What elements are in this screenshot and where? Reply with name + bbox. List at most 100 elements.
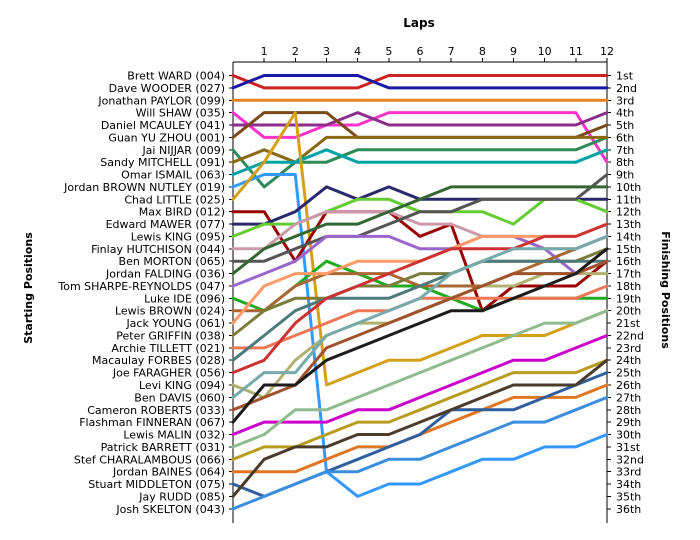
series-lines [231, 74, 609, 511]
start-position-label: Jai NIJJAR (009) [141, 144, 225, 157]
finish-position-label: 29th [616, 416, 641, 429]
start-position-label: Macaulay FORBES (028) [92, 354, 225, 367]
finish-position-label: 23rd [616, 342, 641, 355]
finish-position-label: 1st [616, 70, 634, 83]
finish-position-label: 3rd [616, 94, 634, 107]
start-position-label: Jordan BROWN NUTLEY (019) [63, 181, 225, 194]
finish-position-label: 18th [616, 280, 641, 293]
driver-position-line [231, 234, 609, 399]
start-position-label: Dave WOODER (027) [109, 82, 225, 95]
finish-position-label: 11th [616, 193, 641, 206]
x-tick-label: 12 [600, 45, 614, 58]
start-position-label: Jay RUDD (085) [138, 490, 225, 503]
start-position-label: Archie TILLETT (021) [111, 342, 225, 355]
finish-position-label: 31st [616, 441, 641, 454]
start-position-label: Lewis BROWN (024) [115, 305, 225, 318]
x-tick-label: 4 [354, 45, 361, 58]
start-position-label: Ben DAVIS (060) [134, 391, 225, 404]
start-position-label: Josh SKELTON (043) [115, 503, 225, 516]
start-position-label: Max BIRD (012) [139, 206, 225, 219]
driver-position-line [231, 259, 609, 362]
driver-position-line [231, 222, 609, 375]
finish-position-label: 28th [616, 404, 641, 417]
x-axis-title: Laps [403, 16, 434, 30]
finish-position-label: 33rd [616, 466, 641, 479]
left-axis-title: Starting Positions [22, 232, 35, 344]
driver-position-line [231, 371, 609, 498]
finish-position-label: 24th [616, 354, 641, 367]
x-tick-label: 8 [479, 45, 486, 58]
left-axis: Brett WARD (004)Dave WOODER (027)Jonatha… [57, 62, 234, 523]
driver-position-line [231, 74, 609, 90]
top-axis: 1 2 3 4 5 6 7 8 9 10 11 12 [233, 45, 614, 63]
driver-position-line [231, 173, 609, 498]
finish-position-label: 26th [616, 379, 641, 392]
finish-position-label: 34th [616, 478, 641, 491]
start-position-label: Tom SHARPE-REYNOLDS (047) [57, 280, 225, 293]
start-position-label: Finlay HUTCHISON (044) [91, 243, 225, 256]
start-position-label: Edward MAWER (077) [106, 218, 225, 231]
start-position-label: Cameron ROBERTS (033) [87, 404, 225, 417]
finish-position-label: 19th [616, 292, 641, 305]
x-tick-label: 9 [510, 45, 517, 58]
finish-position-label: 17th [616, 268, 641, 281]
x-tick-label: 11 [569, 45, 583, 58]
driver-position-line [231, 395, 609, 511]
finish-position-label: 22nd [616, 329, 644, 342]
x-tick-label: 7 [448, 45, 455, 58]
start-position-label: Sandy MITCHELL (091) [100, 156, 225, 169]
finish-position-label: 20th [616, 305, 641, 318]
finish-position-label: 16th [616, 255, 641, 268]
driver-position-line [231, 185, 609, 276]
driver-position-line [231, 111, 609, 164]
start-position-label: Brett WARD (004) [127, 70, 225, 83]
start-position-label: Jack YOUNG (061) [125, 317, 225, 330]
driver-position-line [231, 334, 609, 436]
start-position-label: Lewis KING (095) [131, 230, 225, 243]
driver-position-line [231, 247, 609, 424]
x-tick-label: 10 [538, 45, 552, 58]
finish-position-label: 4th [616, 107, 634, 120]
start-position-label: Stef CHARALAMBOUS (066) [74, 453, 225, 466]
finish-position-label: 32nd [616, 453, 644, 466]
start-position-label: Guan YU ZHOU (001) [108, 131, 225, 144]
finish-position-label: 25th [616, 367, 641, 380]
start-position-label: Jonathan PAYLOR (099) [97, 94, 225, 107]
finish-position-label: 35th [616, 490, 641, 503]
finish-position-label: 14th [616, 230, 641, 243]
start-position-label: Chad LITTLE (025) [124, 193, 225, 206]
driver-position-line [231, 148, 609, 176]
start-position-label: Daniel MCAULEY (041) [101, 119, 225, 132]
start-position-label: Ben MORTON (065) [119, 255, 225, 268]
finish-position-label: 12th [616, 206, 641, 219]
start-position-label: Omar ISMAIL (063) [121, 169, 225, 182]
driver-position-line [231, 185, 609, 226]
driver-position-line [231, 210, 609, 251]
x-tick-label: 1 [261, 45, 268, 58]
start-position-label: Jordan FALDING (036) [105, 268, 225, 281]
driver-position-line [231, 358, 609, 461]
start-position-label: Joe FARAGHER (056) [112, 367, 225, 380]
right-axis-title: Finishing Positions [659, 231, 672, 349]
finish-position-label: 8th [616, 156, 634, 169]
finish-position-label: 5th [616, 119, 634, 132]
start-position-label: Levi KING (094) [139, 379, 225, 392]
x-tick-label: 2 [292, 45, 299, 58]
finish-position-label: 7th [616, 144, 634, 157]
finish-position-label: 13th [616, 218, 641, 231]
finish-position-label: 15th [616, 243, 641, 256]
finish-position-label: 21st [616, 317, 641, 330]
start-position-label: Flashman FINNERAN (067) [79, 416, 225, 429]
finish-position-label: 6th [616, 131, 634, 144]
start-position-label: Jordan BAINES (064) [112, 466, 225, 479]
start-position-label: Patrick BARRETT (031) [101, 441, 225, 454]
right-axis: 1st2nd3rd4th5th6th7th8th9th10th11th12th1… [606, 62, 644, 523]
start-position-label: Stuart MIDDLETON (075) [88, 478, 225, 491]
finish-position-label: 27th [616, 391, 641, 404]
x-tick-label: 5 [385, 45, 392, 58]
driver-position-line [231, 111, 609, 387]
start-position-label: Will SHAW (035) [136, 107, 225, 120]
driver-position-line [231, 173, 609, 263]
finish-position-label: 30th [616, 429, 641, 442]
